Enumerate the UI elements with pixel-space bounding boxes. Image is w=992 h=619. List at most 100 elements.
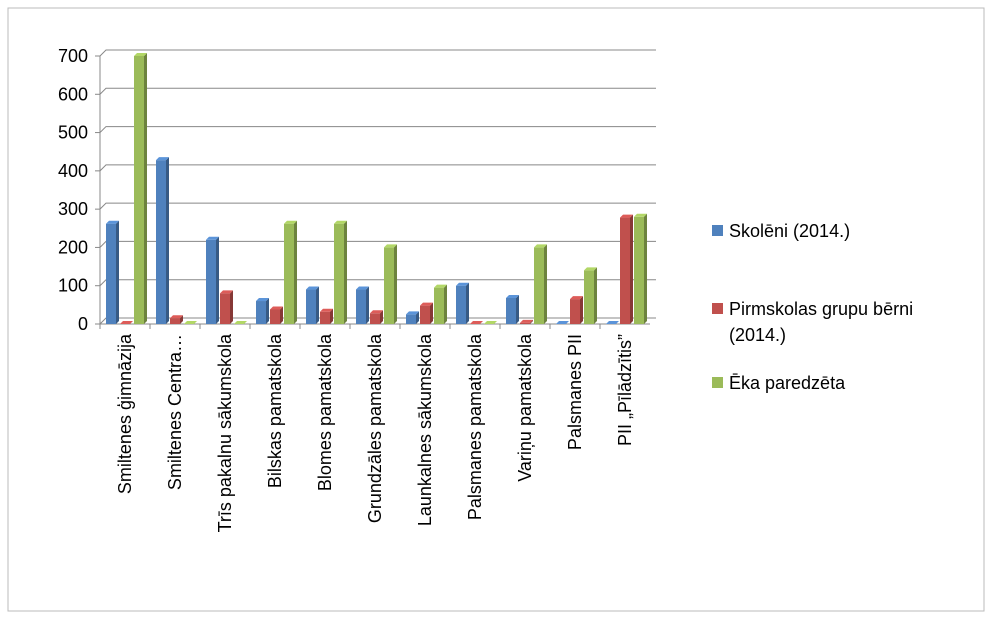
bar-side (294, 220, 297, 324)
bar-top (334, 220, 347, 224)
bar-top (484, 321, 497, 324)
legend-item: Ēka paredzēta (712, 370, 982, 396)
bar-top (356, 286, 369, 290)
y-tick-label: 200 (58, 237, 88, 257)
bar (120, 321, 133, 324)
bar-front (434, 287, 444, 324)
x-tick-label: Smiltenes Centra… (165, 334, 185, 490)
bar-top (556, 321, 569, 324)
bar-front (170, 318, 180, 324)
bar-front (634, 216, 644, 324)
bar (170, 315, 183, 324)
bar (206, 236, 219, 324)
bar-top (156, 157, 169, 161)
bar (606, 321, 619, 324)
bar (420, 302, 433, 324)
bar-top (220, 290, 233, 294)
grid-line (99, 87, 656, 95)
x-tick-label: Smiltenes ģimnāzija (115, 333, 135, 494)
bar (484, 321, 497, 324)
bar-top (534, 244, 547, 248)
x-tick-label: Trīs pakalnu sākumskola (215, 333, 235, 532)
bar-top (456, 282, 469, 286)
bar-top (206, 236, 219, 240)
bar-top (320, 308, 333, 312)
bar-side (330, 308, 333, 324)
x-tick-label: Grundzāles pamatskola (365, 333, 385, 523)
bar (520, 319, 533, 324)
bar-side (230, 290, 233, 324)
grid-line (99, 202, 656, 210)
bar (406, 311, 419, 324)
bar-top (470, 321, 483, 324)
bar-front (356, 289, 366, 324)
legend-item: Skolēni (2014.) (712, 218, 982, 244)
y-tick-label: 0 (78, 314, 88, 334)
bar-side (430, 302, 433, 324)
bar-side (266, 298, 269, 324)
bar-top (606, 321, 619, 324)
bar-top (370, 310, 383, 314)
bar-side (180, 315, 183, 324)
legend-swatch (712, 377, 723, 388)
bar-top (270, 306, 283, 310)
bar (306, 286, 319, 324)
bar-top (634, 213, 647, 217)
bar-front (570, 299, 580, 324)
bar-top (284, 220, 297, 224)
bar-front (370, 313, 380, 324)
x-tick-label: Variņu pamatskola (515, 333, 535, 482)
bar (584, 267, 597, 324)
legend-label: Pirmskolas grupu bērni (2014.) (729, 299, 914, 345)
bar-top (120, 321, 133, 324)
bar (370, 310, 383, 324)
bar-top (406, 311, 419, 315)
bar-side (444, 284, 447, 324)
bar (156, 157, 169, 324)
bar-top (520, 319, 533, 323)
bar (470, 321, 483, 324)
x-tick-label: Blomes pamatskola (315, 333, 335, 491)
bar-front (156, 160, 166, 324)
bar-top (434, 284, 447, 288)
x-tick-label: PII „Pīlādzītis” (615, 334, 635, 446)
bar (184, 321, 197, 324)
legend-item: Pirmskolas grupu bērni (2014.) (712, 296, 982, 348)
bar-top (620, 214, 633, 218)
bar-side (344, 220, 347, 324)
bar (334, 220, 347, 324)
bar-top (184, 321, 197, 324)
bar-front (220, 293, 230, 324)
x-tick-label: Bilskas pamatskola (265, 333, 285, 488)
bar (270, 306, 283, 324)
bar (320, 308, 333, 324)
bar (384, 244, 397, 324)
bar-side (144, 53, 147, 324)
legend-label: Ēka paredzēta (729, 373, 846, 393)
bar-front (406, 314, 416, 324)
bar-side (366, 286, 369, 324)
legend-swatch (712, 225, 723, 236)
y-tick-label: 500 (58, 123, 88, 143)
grid-line (99, 164, 656, 172)
bar-front (420, 305, 430, 324)
bar-front (270, 309, 280, 324)
bar-side (466, 282, 469, 324)
bar (220, 290, 233, 324)
bar-front (320, 311, 330, 324)
x-tick-label: Launkalnes sākumskola (415, 333, 435, 526)
bar-top (234, 321, 247, 324)
bar-top (106, 220, 119, 224)
bar-side (644, 213, 647, 324)
bar (570, 296, 583, 324)
y-tick-label: 300 (58, 199, 88, 219)
bar-side (316, 286, 319, 324)
x-tick-label: Palsmanes PII (565, 334, 585, 450)
bar-front (306, 289, 316, 324)
bar (634, 213, 647, 324)
bar-side (216, 236, 219, 324)
bar-front (106, 223, 116, 324)
x-tick-label: Palsmanes pamatskola (465, 333, 485, 520)
